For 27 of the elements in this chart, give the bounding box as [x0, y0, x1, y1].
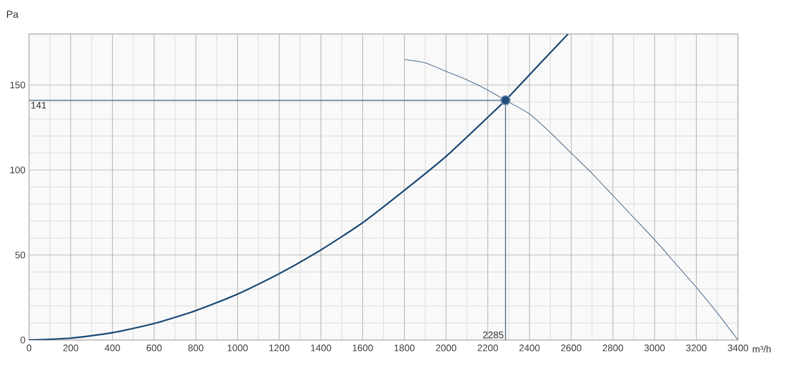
- x-axis-title: m³/h: [752, 345, 771, 352]
- x-tick-label: 1800: [394, 344, 415, 352]
- y-axis-title: Pa: [7, 10, 18, 18]
- x-tick-label: 3200: [686, 344, 706, 352]
- x-tick-label: 2200: [478, 344, 498, 352]
- x-tick-label: 400: [104, 344, 120, 352]
- ref-line-label: 2285: [483, 332, 504, 338]
- x-tick-label: 2800: [602, 344, 624, 352]
- y-tick-label: 50: [15, 252, 26, 258]
- x-tick-label: 200: [63, 344, 78, 352]
- x-tick-label: 1400: [311, 344, 332, 352]
- y-tick-label: 150: [10, 82, 26, 88]
- x-tick-label: 2600: [561, 344, 582, 352]
- y-tick-label: 0: [20, 336, 26, 344]
- x-tick-label: 1200: [269, 344, 290, 352]
- x-tick-label: 600: [146, 344, 162, 352]
- x-tick-label: 2000: [436, 344, 456, 352]
- x-tick-label: 2400: [519, 344, 540, 352]
- x-tick-label: 0: [26, 344, 32, 352]
- x-tick-label: 800: [188, 344, 204, 352]
- x-tick-label: 3400: [728, 344, 748, 352]
- x-tick-label: 3000: [644, 344, 665, 352]
- y-tick-label: 100: [10, 166, 26, 174]
- ref-line-label: 141: [31, 102, 46, 109]
- x-tick-label: 1600: [352, 344, 373, 352]
- x-tick-label: 1000: [228, 344, 248, 352]
- line-series: [29, 34, 569, 340]
